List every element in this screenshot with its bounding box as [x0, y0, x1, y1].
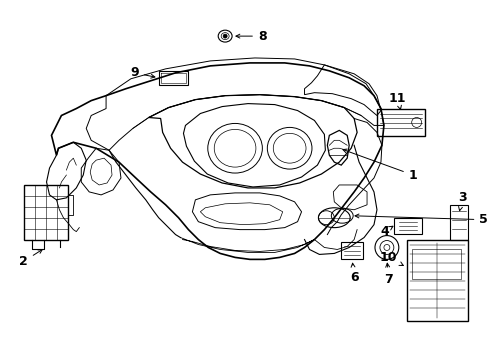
Text: 5: 5 — [354, 213, 487, 226]
Text: 4: 4 — [379, 225, 392, 238]
Text: 11: 11 — [388, 92, 406, 109]
Circle shape — [223, 34, 226, 38]
Text: 7: 7 — [384, 263, 392, 286]
Text: 10: 10 — [379, 251, 403, 266]
Text: 8: 8 — [236, 30, 266, 42]
Text: 6: 6 — [349, 263, 358, 284]
Text: 9: 9 — [130, 66, 155, 79]
Text: 2: 2 — [20, 249, 42, 268]
Text: 1: 1 — [342, 149, 417, 181]
Text: 3: 3 — [457, 192, 466, 211]
